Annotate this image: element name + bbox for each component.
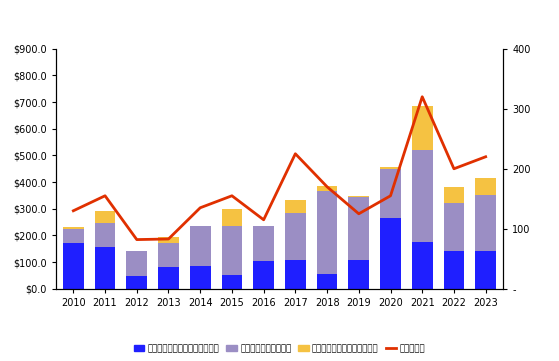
Bar	[63, 227, 84, 229]
Bar	[412, 242, 433, 289]
Bar	[317, 186, 338, 191]
Bar	[285, 200, 306, 213]
Bar	[253, 261, 274, 289]
Bar	[317, 191, 338, 274]
Bar	[158, 243, 179, 268]
Bar	[190, 266, 211, 289]
Bar	[444, 252, 464, 289]
Bar	[475, 252, 496, 289]
Legend: 首次公开发行（单位：亿美元）, 增发（单位：亿美元）, 可转换噉券（单位：亿美元）, 总发行数量: 首次公开发行（单位：亿美元）, 增发（单位：亿美元）, 可转换噉券（单位：亿美元…	[131, 341, 428, 357]
Bar	[475, 195, 496, 252]
Bar	[253, 226, 274, 261]
Bar	[190, 226, 211, 266]
Bar	[95, 247, 115, 289]
Bar	[348, 197, 369, 260]
Bar	[126, 276, 147, 289]
Bar	[285, 213, 306, 260]
Bar	[444, 204, 464, 252]
Text: 中国公司在全球股票市场发行情况（一季度）: 中国公司在全球股票市场发行情况（一季度）	[8, 12, 209, 30]
Bar	[158, 237, 179, 243]
Bar	[95, 223, 115, 247]
Bar	[380, 218, 401, 289]
Bar	[444, 187, 464, 204]
Bar	[221, 226, 242, 275]
Bar	[221, 209, 242, 226]
Bar	[475, 178, 496, 195]
Bar	[317, 274, 338, 289]
Bar	[348, 196, 369, 197]
Bar	[380, 169, 401, 218]
Bar	[63, 229, 84, 243]
Bar	[158, 268, 179, 289]
Bar	[221, 275, 242, 289]
Bar	[348, 260, 369, 289]
Bar	[380, 168, 401, 169]
Bar	[126, 251, 147, 276]
Bar	[95, 212, 115, 223]
Bar	[63, 243, 84, 289]
Bar	[285, 260, 306, 289]
Bar	[412, 150, 433, 242]
Bar	[412, 106, 433, 150]
